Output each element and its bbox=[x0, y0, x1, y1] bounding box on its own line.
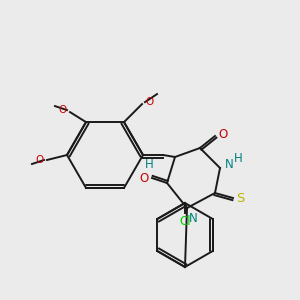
Text: S: S bbox=[236, 191, 244, 205]
Text: H: H bbox=[145, 158, 153, 172]
Text: O: O bbox=[36, 155, 44, 165]
Text: N: N bbox=[189, 212, 198, 225]
Text: N: N bbox=[225, 158, 234, 170]
Text: O: O bbox=[140, 172, 149, 184]
Text: O: O bbox=[145, 97, 153, 107]
Text: H: H bbox=[234, 152, 243, 164]
Text: O: O bbox=[218, 128, 227, 140]
Text: Cl: Cl bbox=[179, 215, 191, 228]
Text: O: O bbox=[59, 105, 67, 115]
